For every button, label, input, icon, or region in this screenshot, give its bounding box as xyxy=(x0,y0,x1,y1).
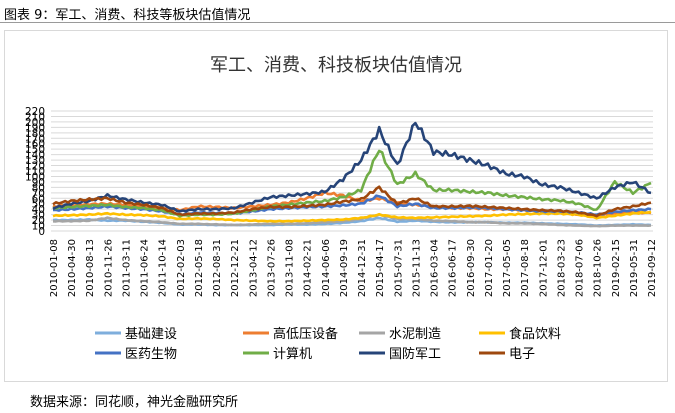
y-tick-label: 110 xyxy=(25,166,45,178)
y-tick-label: 180 xyxy=(25,128,45,140)
y-tick-label: 90 xyxy=(32,177,45,189)
x-tick-label: 2017-05-05 xyxy=(502,239,513,297)
legend-label: 国防军工 xyxy=(389,346,441,362)
legend-label: 基础建设 xyxy=(125,327,177,342)
x-tick-label: 2011-10-14 xyxy=(158,239,169,297)
y-tick-label: 220 xyxy=(25,106,45,118)
legend-label: 医药生物 xyxy=(125,347,177,362)
data-source-note: 数据来源：同花顺，神光金融研究所 xyxy=(30,395,239,410)
x-tick-label: 2014-02-21 xyxy=(303,239,314,297)
y-tick-label: 140 xyxy=(25,150,45,162)
x-tick-label: 2018-03-23 xyxy=(556,239,567,297)
y-tick-label: 80 xyxy=(32,182,45,194)
x-tick-label: 2012-12-21 xyxy=(230,239,241,297)
legend-label: 水泥制造 xyxy=(389,327,441,342)
y-tick-label: 190 xyxy=(25,122,45,134)
series-line xyxy=(52,213,652,228)
x-tick-label: 2012-05-18 xyxy=(194,239,205,297)
x-tick-label: 2019-02-15 xyxy=(611,239,622,297)
y-tick-label: 0 xyxy=(38,226,45,238)
x-tick-label: 2014-06-06 xyxy=(321,239,332,297)
y-tick-label: 130 xyxy=(25,155,45,167)
x-tick-label: 2015-11-13 xyxy=(411,239,422,297)
x-tick-label: 2011-03-11 xyxy=(121,239,132,297)
x-tick-label: 2013-04-12 xyxy=(248,239,259,297)
series-line xyxy=(52,149,652,218)
x-tick-label: 2016-06-17 xyxy=(448,239,459,297)
y-tick-label: 70 xyxy=(32,188,45,200)
x-tick-label: 2010-08-13 xyxy=(85,239,96,297)
x-tick-label: 2017-01-20 xyxy=(484,239,495,297)
series-line xyxy=(52,210,652,223)
y-axis-tick-labels: 0102030405060708090100110120130140150160… xyxy=(25,106,45,238)
series-line xyxy=(52,185,652,218)
y-tick-label: 160 xyxy=(25,139,45,151)
x-tick-label: 2012-02-03 xyxy=(176,239,187,297)
valuation-line-chart: 军工、消费、科技板块估值情况 0102030405060708090100110… xyxy=(25,55,658,362)
y-tick-label: 30 xyxy=(32,210,45,222)
series-lines xyxy=(52,121,652,228)
y-tick-label: 200 xyxy=(25,117,45,129)
x-tick-label: 2013-07-26 xyxy=(266,239,277,297)
x-tick-label: 2018-07-06 xyxy=(575,239,586,297)
figure-caption: 图表 9：军工、消费、科技等板块估值情况 xyxy=(4,8,251,23)
x-tick-label: 2018-10-26 xyxy=(593,239,604,297)
chart-title: 军工、消费、科技板块估值情况 xyxy=(210,55,462,76)
y-tick-label: 20 xyxy=(32,215,45,227)
x-tick-label: 2019-09-12 xyxy=(647,239,658,297)
y-tick-label: 10 xyxy=(32,221,45,233)
y-tick-label: 120 xyxy=(25,161,45,173)
x-tick-label: 2012-08-31 xyxy=(212,239,223,297)
x-tick-label: 2017-08-18 xyxy=(520,239,531,297)
x-tick-label: 2013-11-08 xyxy=(285,239,296,297)
x-axis-tick-labels: 2010-01-08 2010-04-30 2010-08-13 2010-11-26… xyxy=(49,239,658,297)
x-tick-label: 2019-05-31 xyxy=(629,239,640,297)
x-tick-label: 2010-04-30 xyxy=(67,239,78,297)
legend-label: 计算机 xyxy=(273,347,312,362)
y-tick-label: 170 xyxy=(25,133,45,145)
caption-divider xyxy=(0,22,675,23)
x-tick-label: 2015-04-17 xyxy=(375,239,386,297)
legend-label: 高低压设备 xyxy=(273,326,338,342)
chart-frame: 军工、消费、科技板块估值情况 0 10 20 30 40 50 60 70 80 90 100 110… xyxy=(4,30,668,382)
y-tick-label: 150 xyxy=(25,144,45,156)
y-tick-label: 60 xyxy=(32,193,45,205)
x-tick-label: 2016-03-04 xyxy=(430,239,441,297)
y-tick-label: 210 xyxy=(25,111,45,123)
legend-label: 食品饮料 xyxy=(509,326,561,342)
x-tick-label: 2016-09-30 xyxy=(466,239,477,297)
y-tick-label: 50 xyxy=(32,199,45,211)
series-line xyxy=(52,121,652,213)
x-tick-label: 2015-07-31 xyxy=(393,239,404,297)
x-tick-label: 2011-06-24 xyxy=(140,239,151,297)
x-tick-label: 2014-12-31 xyxy=(357,239,368,297)
x-tick-label: 2010-11-26 xyxy=(103,239,114,297)
x-tick-label: 2014-09-19 xyxy=(339,239,350,297)
y-tick-label: 40 xyxy=(32,204,45,216)
y-tick-label: 100 xyxy=(25,171,45,183)
x-tick-label: 2017-12-01 xyxy=(538,239,549,297)
legend-label: 电子 xyxy=(509,347,535,362)
x-tick-label: 2010-01-08 xyxy=(49,239,60,297)
